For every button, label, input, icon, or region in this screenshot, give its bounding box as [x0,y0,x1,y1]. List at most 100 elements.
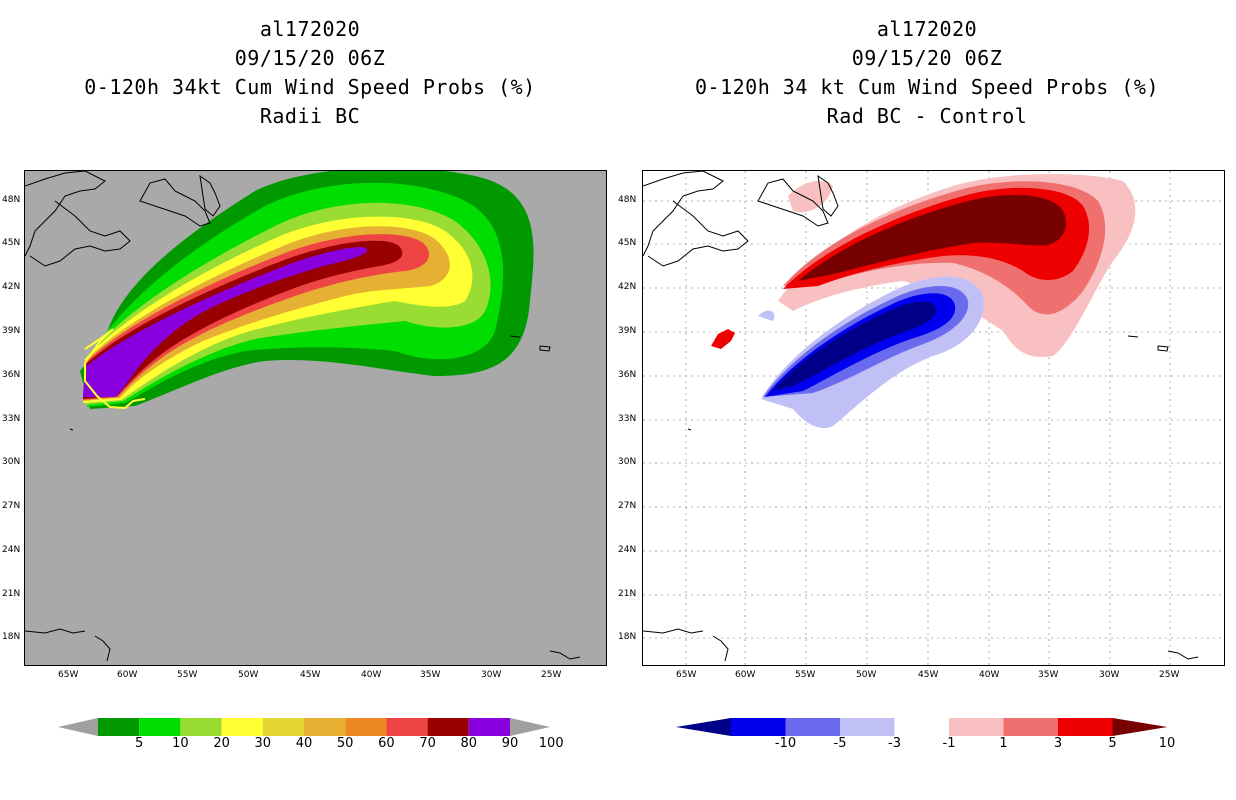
colorbar-under-triangle [676,718,731,736]
right-lon-25: 25W [1159,670,1180,680]
prob-band-100 [83,247,368,397]
right-lat-30: 30N [618,457,637,467]
coastlines-right [643,171,1199,662]
left-lat-24: 24N [2,545,21,555]
right-lon-65: 65W [676,670,697,680]
right-lon-45: 45W [918,670,939,680]
colorbar-label: 1 [999,736,1008,751]
left-storm-id: al172020 [259,17,361,41]
right-storm-id: al172020 [876,17,978,41]
left-lat-42: 42N [2,282,21,292]
right-lon-30: 30W [1099,670,1120,680]
left-colorbar-labels: 5 10 20 30 40 50 60 70 80 90 100 [58,736,564,754]
colorbar-swatch [180,718,222,736]
left-panel-title: al172020 09/15/20 06Z 0-120h 34kt Cum Wi… [10,15,610,131]
colorbar-swatch [731,718,786,736]
right-lat-42: 42N [618,282,637,292]
right-colorbar-swatches [676,718,1168,736]
right-lat-36: 36N [618,370,637,380]
left-lat-48: 48N [2,195,21,205]
colorbar-label: 40 [295,736,313,751]
colorbar-label: 20 [213,736,230,751]
colorbar-label: -5 [833,736,847,751]
colorbar-label: 10 [1158,736,1176,751]
left-map [24,170,607,666]
positive-difference-lobe [711,174,1136,357]
probability-swath [80,171,534,410]
colorbar-swatch [386,718,428,736]
colorbar-label: 100 [538,736,564,751]
colorbar-swatch [139,718,181,736]
colorbar-swatch [98,718,140,736]
right-map [642,170,1225,666]
right-colorbar: -10 -5 -3 -1 1 3 5 10 [676,716,1175,756]
left-lat-18: 18N [2,632,21,642]
left-lat-27: 27N [2,501,21,511]
colorbar-swatch [262,718,304,736]
left-lon-50: 50W [238,670,259,680]
colorbar-under-triangle [58,718,98,736]
colorbar-label: 10 [172,736,189,751]
coastlines [25,171,581,662]
prob-band-70 [83,234,430,400]
left-lon-65: 65W [58,670,79,680]
pos-band-10 [798,195,1067,281]
right-lat-39: 39N [618,326,637,336]
left-lon-25: 25W [541,670,562,680]
colorbar-label: 70 [419,736,436,751]
colorbar-swatch [1003,718,1058,736]
swath-outline [84,328,146,410]
left-colorbar-swatches [58,718,550,736]
colorbar-swatch [785,718,840,736]
right-lon-50: 50W [856,670,877,680]
right-lat-48: 48N [618,195,637,205]
colorbar-swatch [468,718,510,736]
left-lon-35: 35W [420,670,441,680]
right-lat-24: 24N [618,545,637,555]
colorbar-label: 5 [1108,736,1117,751]
colorbar-label: -1 [942,736,956,751]
colorbar-label: 50 [336,736,354,751]
right-lat-33: 33N [618,414,637,424]
right-valid-time: 09/15/20 06Z [851,46,1003,70]
left-product-title: 0-120h 34kt Cum Wind Speed Probs (%) [84,75,536,99]
left-valid-time: 09/15/20 06Z [234,46,386,70]
negative-difference-lobe [758,276,984,429]
left-lat-33: 33N [2,414,21,424]
colorbar-swatch [894,718,949,736]
colorbar-swatch [427,718,469,736]
left-colorbar: 5 10 20 30 40 50 60 70 80 90 100 [58,716,564,756]
left-subtitle: Radii BC [259,104,361,128]
right-lon-35: 35W [1038,670,1059,680]
right-subtitle: Rad BC - Control [826,104,1028,128]
right-lon-40: 40W [979,670,1000,680]
colorbar-label: -3 [888,736,901,751]
neg-band-10 [773,301,937,391]
left-lon-45: 45W [300,670,321,680]
colorbar-label: 30 [254,736,272,751]
colorbar-over-triangle [510,718,550,736]
colorbar-swatch [1058,718,1113,736]
left-lat-39: 39N [2,326,21,336]
colorbar-swatch [221,718,263,736]
colorbar-swatch [304,718,346,736]
left-map-canvas [25,171,581,662]
colorbar-label: 90 [501,736,519,751]
colorbar-swatch [840,718,895,736]
right-lat-21: 21N [618,589,637,599]
colorbar-over-triangle [1112,718,1168,736]
left-lon-30: 30W [481,670,502,680]
right-map-canvas [643,171,1224,665]
left-lat-21: 21N [2,589,21,599]
colorbar-label: 5 [135,736,144,751]
right-lon-60: 60W [735,670,756,680]
right-lon-55: 55W [795,670,816,680]
colorbar-label: 3 [1053,736,1063,751]
pos-blob-west [711,329,735,349]
right-lat-45: 45N [618,238,637,248]
colorbar-label: -10 [774,736,797,751]
left-lat-30: 30N [2,457,21,467]
colorbar-label: 60 [378,736,395,751]
right-panel-title: al172020 09/15/20 06Z 0-120h 34 kt Cum W… [627,15,1227,131]
left-lat-36: 36N [2,370,21,380]
